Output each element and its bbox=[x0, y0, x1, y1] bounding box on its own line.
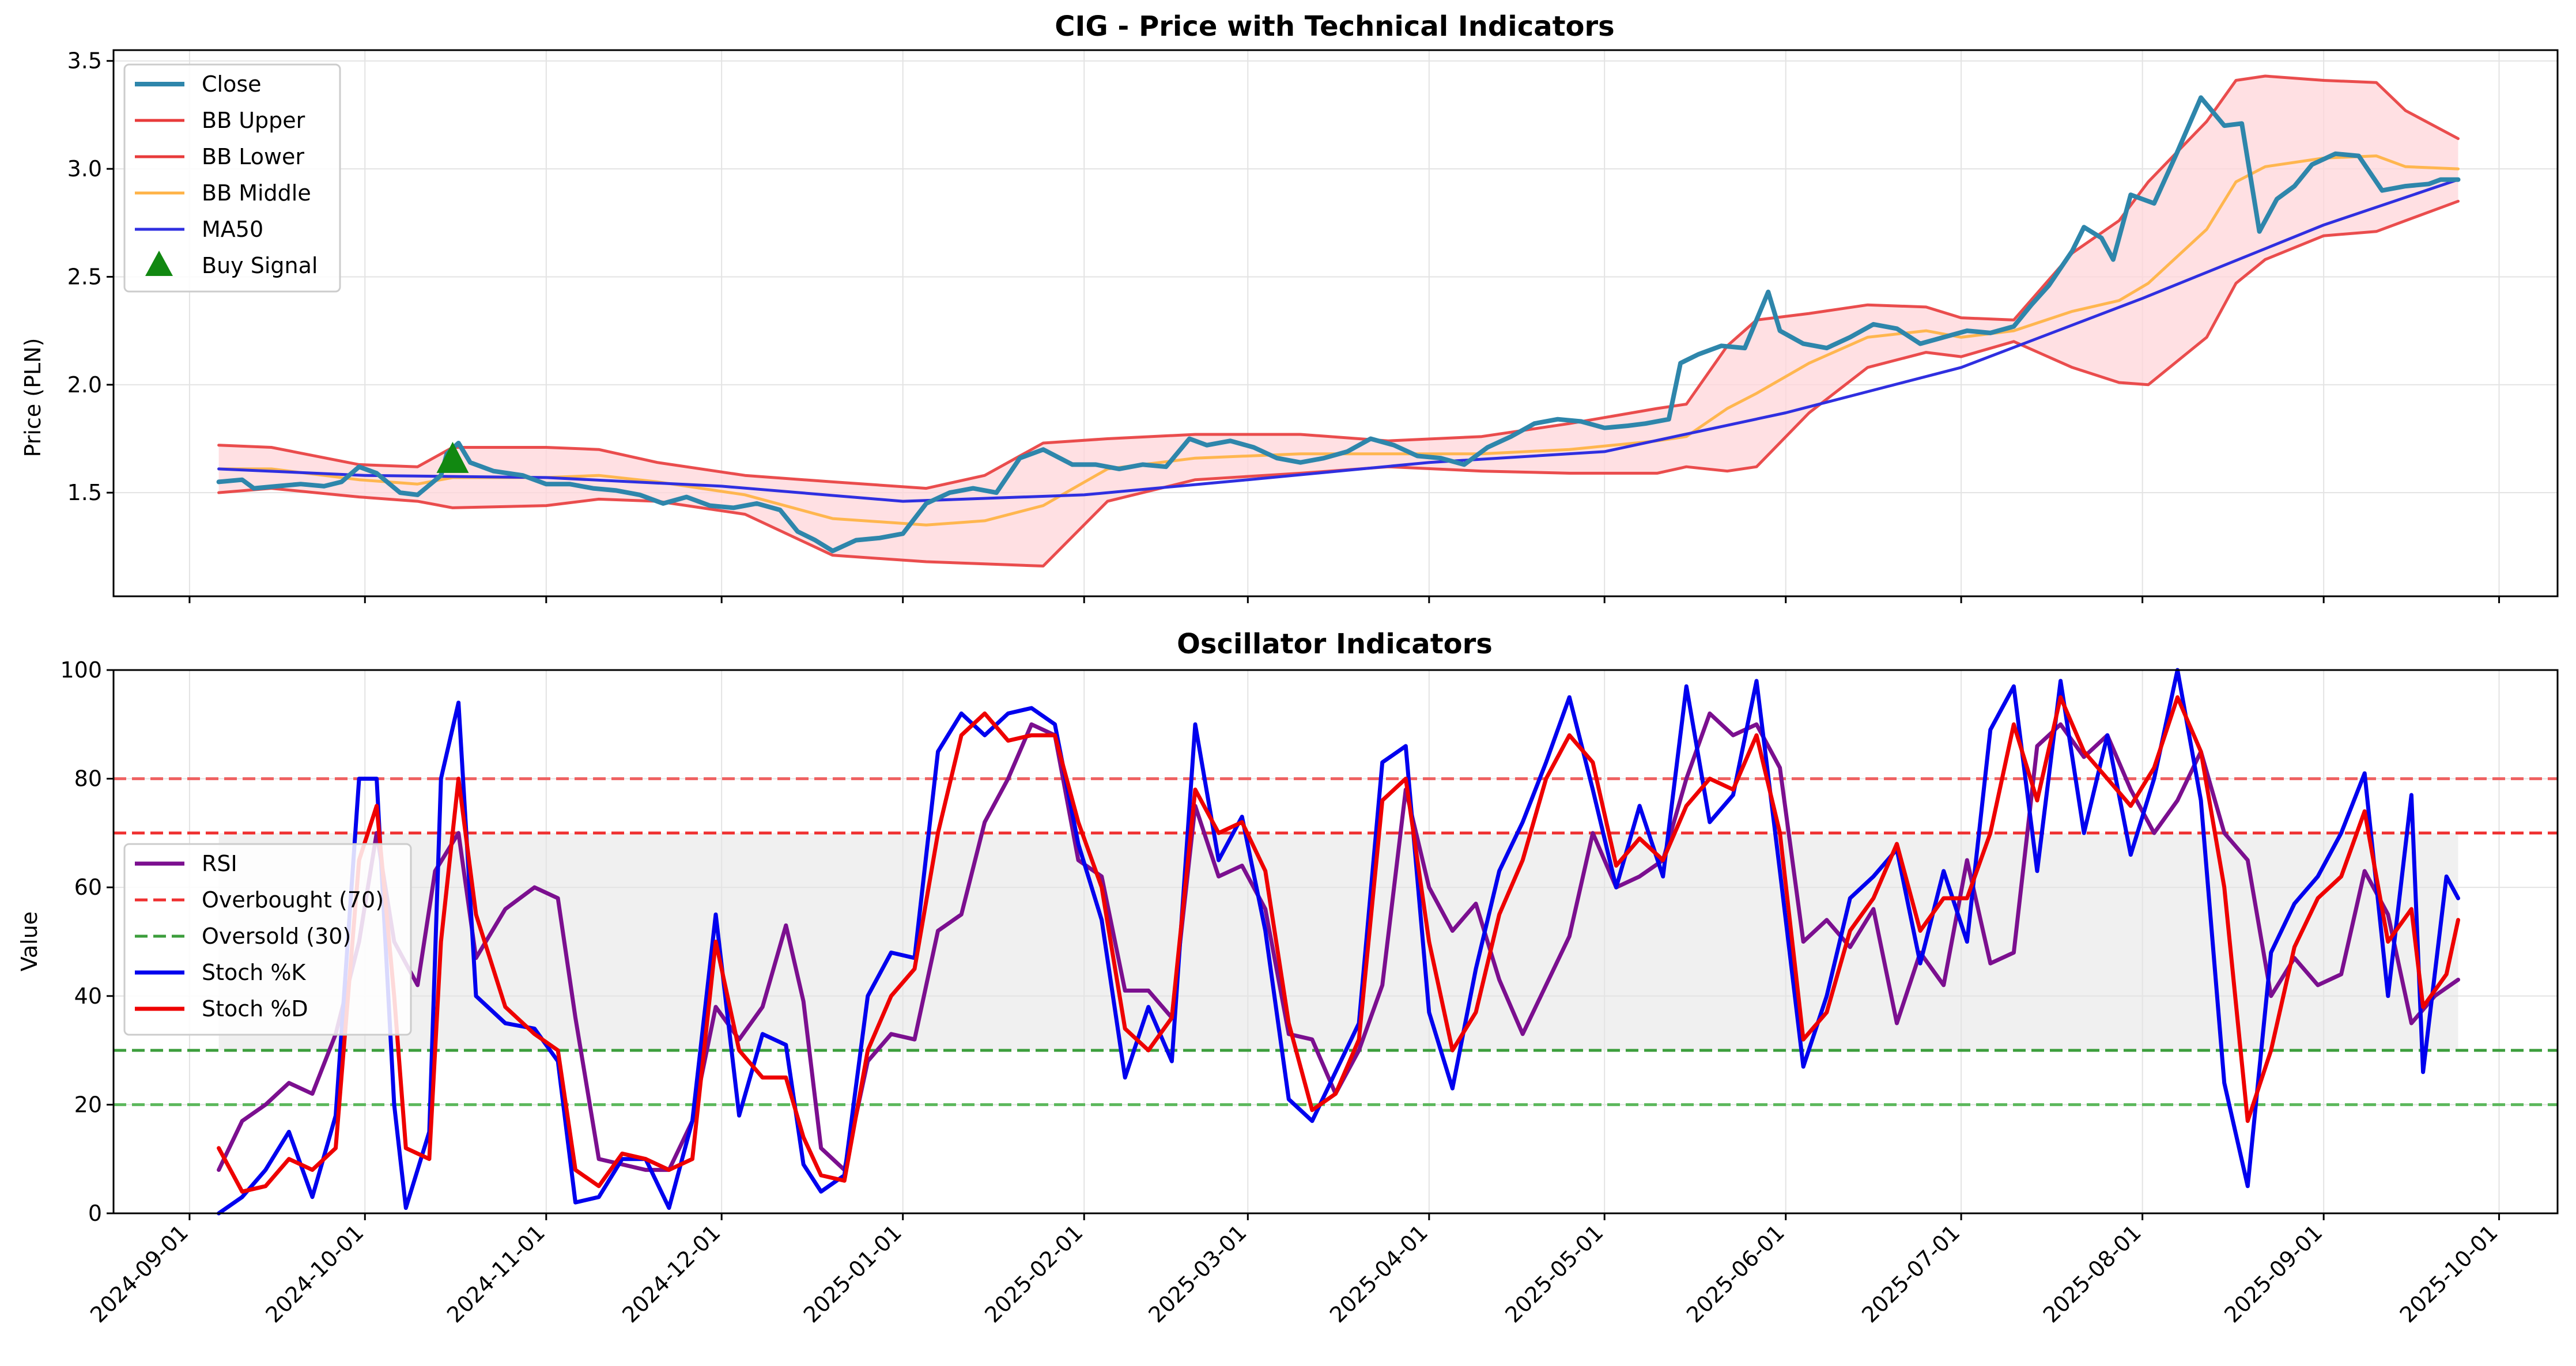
y-tick-label: 2.5 bbox=[67, 264, 102, 289]
legend-label: BB Middle bbox=[202, 180, 311, 206]
neutral-zone-band bbox=[218, 833, 2458, 1051]
series-line-close bbox=[216, 95, 2461, 554]
legend-label: Stoch %K bbox=[202, 960, 306, 985]
legend-label: Buy Signal bbox=[202, 253, 318, 278]
series-line-bb-middle bbox=[217, 154, 2460, 527]
y-tick-label: 40 bbox=[74, 983, 102, 1009]
legend-swatch bbox=[145, 251, 173, 276]
legend-label: BB Upper bbox=[202, 108, 305, 133]
y-tick-label: 3.5 bbox=[67, 48, 102, 74]
y-tick-label: 100 bbox=[60, 657, 102, 683]
series-line-bb-upper bbox=[217, 74, 2460, 490]
oscillator-y-ticks: 0 20 40 60 80 100 bbox=[60, 657, 114, 1226]
legend-label: BB Lower bbox=[202, 144, 304, 169]
series-line-stoch-k bbox=[217, 668, 2460, 1216]
legend-label: Overbought (70) bbox=[202, 887, 384, 913]
threshold-lines bbox=[114, 777, 2558, 1106]
oscillator-axes-frame bbox=[112, 669, 2559, 1214]
series-line-ma50 bbox=[217, 178, 2460, 503]
oscillator-legend: RSI Overbought (70) Oversold (30) Stoch %K S… bbox=[123, 843, 412, 1036]
legend-label: Close bbox=[202, 71, 262, 97]
price-x-ticks bbox=[188, 596, 2501, 603]
oscillator-panel-title: Oscillator Indicators bbox=[1177, 628, 1493, 660]
price-y-ticks: 1.5 2.0 2.5 3.0 3.5 bbox=[67, 48, 114, 505]
price-y-axis-label: Price (PLN) bbox=[20, 338, 46, 457]
price-series-group bbox=[216, 74, 2461, 567]
series-line-stoch-d bbox=[217, 695, 2460, 1194]
y-tick-label: 0 bbox=[88, 1201, 102, 1226]
buy-signal-markers bbox=[436, 441, 469, 473]
price-panel-title: CIG - Price with Technical Indicators bbox=[1055, 10, 1615, 43]
y-tick-label: 60 bbox=[74, 875, 102, 900]
legend-box bbox=[123, 843, 412, 1036]
series-line-rsi bbox=[217, 711, 2460, 1172]
oscillator-series-group bbox=[217, 668, 2460, 1216]
price-legend: Close BB Upper BB Lower BB Middle MA50 Buy Si… bbox=[123, 63, 341, 293]
legend-label: Stoch %D bbox=[202, 996, 308, 1021]
y-tick-label: 2.0 bbox=[67, 372, 102, 398]
legend-label: RSI bbox=[202, 851, 237, 876]
y-tick-label: 20 bbox=[74, 1092, 102, 1117]
y-tick-label: 80 bbox=[74, 766, 102, 792]
legend-label: Oversold (30) bbox=[202, 924, 351, 949]
oscillator-y-axis-label: Value bbox=[17, 911, 42, 971]
series-line-bb-lower bbox=[217, 199, 2460, 567]
y-tick-label: 1.5 bbox=[67, 480, 102, 505]
price-axes-frame bbox=[112, 49, 2559, 597]
legend-label: MA50 bbox=[202, 217, 263, 242]
buy-signal-marker bbox=[436, 441, 469, 473]
y-tick-label: 3.0 bbox=[67, 156, 102, 181]
price-panel: CIG - Price with Technical Indicators Pr… bbox=[20, 10, 2559, 603]
